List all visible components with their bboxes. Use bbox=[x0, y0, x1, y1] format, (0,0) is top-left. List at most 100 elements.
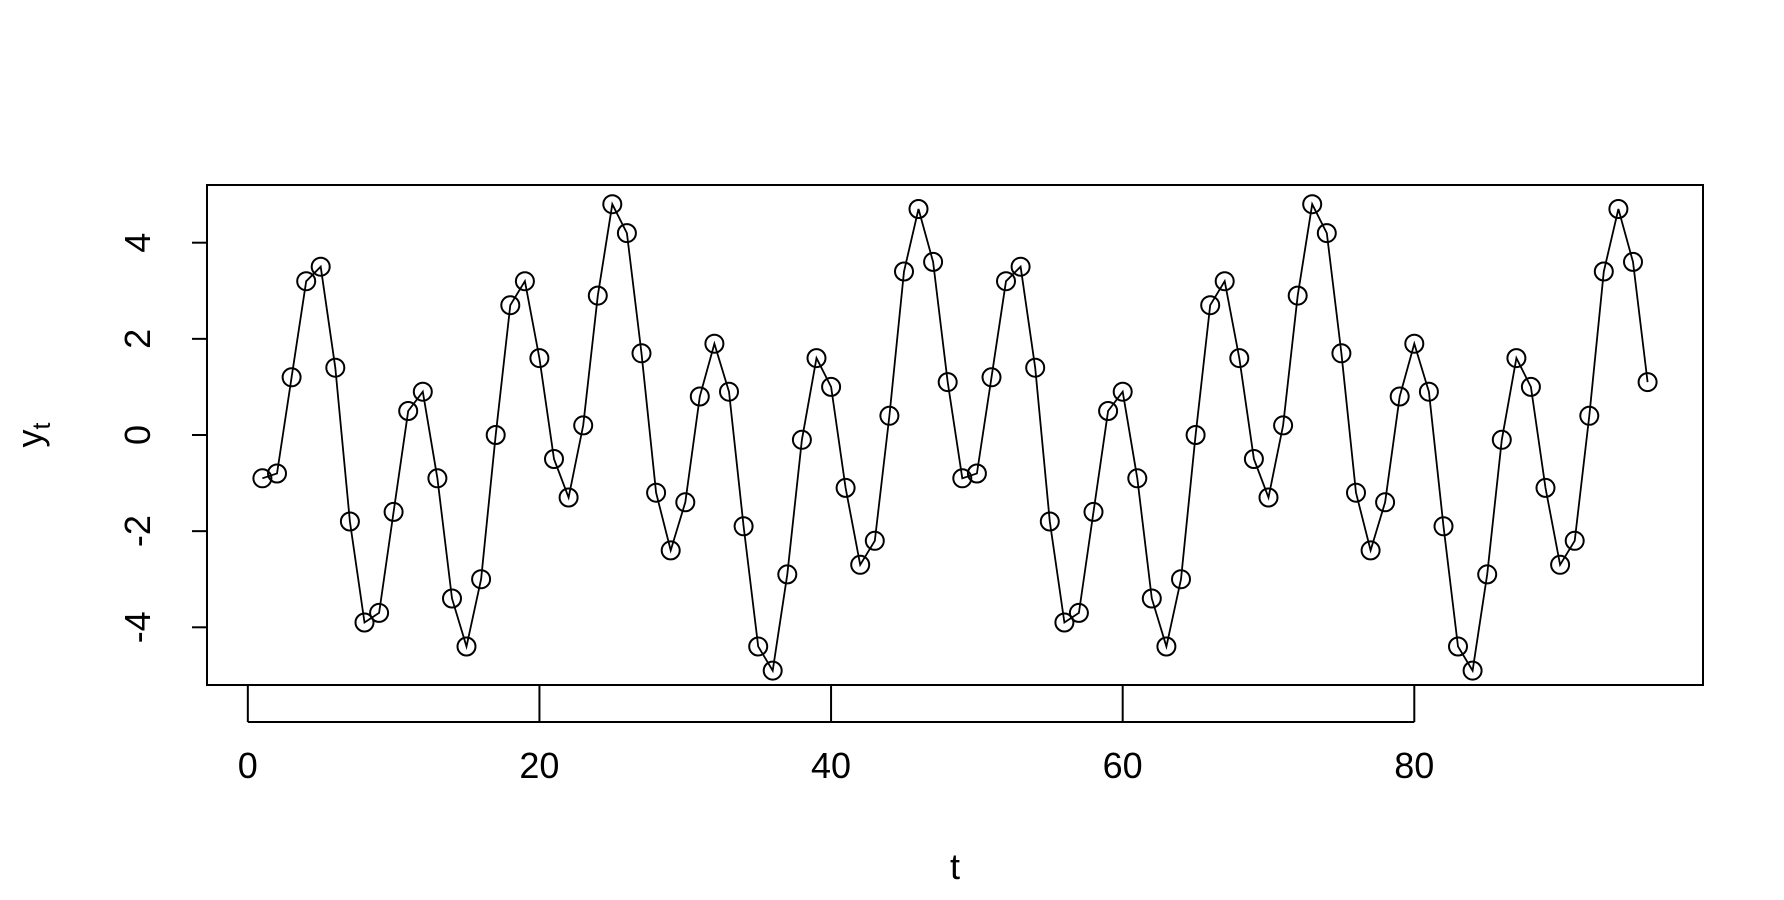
data-point bbox=[879, 405, 900, 426]
x-tick-label: 0 bbox=[238, 745, 258, 786]
x-tick-label: 20 bbox=[519, 745, 559, 786]
svg-text:yt: yt bbox=[9, 422, 56, 447]
data-point bbox=[1112, 381, 1133, 402]
y-tick-label: 0 bbox=[117, 425, 158, 445]
data-point bbox=[1360, 540, 1381, 561]
data-point bbox=[369, 602, 390, 623]
data-point bbox=[1214, 271, 1235, 292]
data-point bbox=[442, 588, 462, 609]
data-point bbox=[398, 401, 419, 421]
data-point bbox=[252, 468, 273, 489]
data-point bbox=[1593, 261, 1614, 282]
data-point bbox=[1564, 530, 1585, 551]
y-tick-label: 2 bbox=[117, 329, 158, 349]
data-point bbox=[835, 477, 856, 498]
data-point bbox=[1346, 482, 1366, 503]
data-point bbox=[1491, 429, 1512, 450]
y-tick-label: -4 bbox=[117, 611, 158, 643]
data-point bbox=[1331, 343, 1352, 364]
data-point bbox=[500, 295, 521, 316]
data-point bbox=[281, 367, 302, 388]
data-point bbox=[952, 468, 973, 489]
data-point bbox=[616, 223, 637, 244]
data-point bbox=[1433, 516, 1454, 537]
data-point bbox=[806, 348, 827, 369]
data-point bbox=[573, 415, 594, 436]
y-axis: -4 -2 0 2 4 bbox=[117, 233, 208, 643]
data-point bbox=[544, 449, 564, 469]
data-point bbox=[1404, 333, 1425, 354]
data-point bbox=[1535, 477, 1556, 498]
data-point bbox=[1068, 602, 1089, 623]
data-point bbox=[383, 501, 404, 522]
data-point bbox=[1550, 554, 1571, 575]
data-point bbox=[748, 636, 769, 657]
data-point bbox=[850, 554, 871, 575]
data-point bbox=[996, 271, 1016, 292]
data-point bbox=[1287, 285, 1308, 306]
data-point bbox=[310, 256, 331, 277]
data-point bbox=[719, 381, 739, 402]
series-line bbox=[262, 201, 1649, 674]
data-point bbox=[1273, 415, 1294, 436]
data-point bbox=[1258, 487, 1279, 508]
data-point bbox=[1389, 386, 1410, 407]
data-point bbox=[1375, 492, 1396, 513]
data-point bbox=[456, 636, 477, 657]
data-point bbox=[631, 343, 652, 364]
y-axis-label: yt bbox=[9, 422, 56, 447]
data-point bbox=[427, 468, 448, 489]
data-point bbox=[558, 487, 579, 508]
y-tick-label: 4 bbox=[117, 233, 158, 253]
data-point bbox=[267, 463, 287, 484]
data-point bbox=[529, 348, 550, 369]
data-point bbox=[1200, 295, 1221, 316]
data-point bbox=[602, 194, 623, 215]
data-point bbox=[471, 569, 492, 590]
data-point bbox=[937, 372, 958, 393]
x-axis: 0 20 40 60 80 bbox=[238, 685, 1434, 786]
data-point bbox=[339, 511, 360, 532]
x-axis-label: t bbox=[950, 846, 960, 887]
data-point bbox=[1054, 612, 1075, 633]
data-point bbox=[1127, 468, 1148, 489]
data-point bbox=[1302, 194, 1323, 215]
data-point bbox=[1608, 199, 1629, 219]
data-point bbox=[1243, 449, 1264, 469]
data-point bbox=[821, 376, 842, 397]
data-points bbox=[252, 194, 1658, 681]
data-point bbox=[733, 516, 754, 537]
data-point bbox=[485, 425, 506, 445]
data-point bbox=[1156, 636, 1177, 657]
data-point bbox=[1418, 381, 1439, 402]
data-point bbox=[1462, 660, 1483, 681]
data-point bbox=[762, 660, 783, 681]
data-point bbox=[704, 333, 725, 354]
data-point bbox=[1025, 357, 1046, 378]
data-point bbox=[354, 612, 375, 633]
data-point bbox=[514, 271, 535, 292]
data-point bbox=[660, 540, 681, 561]
data-point bbox=[1448, 636, 1468, 657]
data-point bbox=[1229, 348, 1250, 369]
data-point bbox=[908, 199, 929, 219]
data-point bbox=[1477, 564, 1498, 585]
data-point bbox=[1185, 425, 1206, 445]
data-point bbox=[777, 564, 798, 585]
data-point bbox=[325, 357, 346, 378]
data-point bbox=[791, 429, 812, 450]
data-point bbox=[1098, 401, 1119, 421]
data-point bbox=[1039, 511, 1060, 532]
data-point bbox=[864, 530, 885, 551]
data-point bbox=[587, 285, 608, 306]
data-point bbox=[646, 482, 667, 503]
data-point bbox=[966, 463, 987, 484]
data-point bbox=[1506, 348, 1527, 369]
data-point bbox=[1316, 223, 1337, 244]
data-point bbox=[1579, 405, 1600, 426]
data-point bbox=[1083, 501, 1104, 522]
data-point bbox=[1623, 251, 1643, 272]
data-point bbox=[894, 261, 914, 282]
data-point bbox=[1141, 588, 1162, 609]
y-tick-label: -2 bbox=[117, 515, 158, 547]
